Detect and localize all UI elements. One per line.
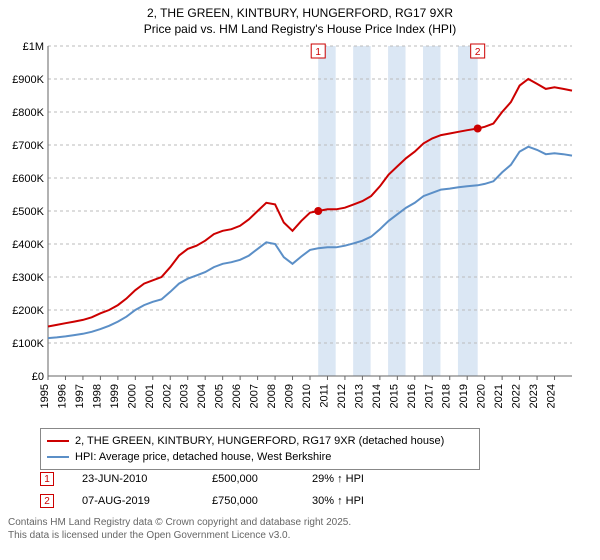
svg-text:2014: 2014 — [371, 384, 383, 408]
footer-line2: This data is licensed under the Open Gov… — [8, 529, 351, 542]
legend-swatch — [47, 456, 69, 458]
svg-text:2018: 2018 — [441, 384, 453, 408]
marker-id-box: 1 — [40, 472, 54, 486]
svg-text:£300K: £300K — [12, 272, 44, 284]
svg-text:2017: 2017 — [423, 384, 435, 408]
svg-text:2009: 2009 — [284, 384, 296, 408]
svg-text:2023: 2023 — [528, 384, 540, 408]
svg-text:1: 1 — [315, 47, 321, 58]
legend-label: HPI: Average price, detached house, West… — [75, 451, 331, 463]
legend-row: HPI: Average price, detached house, West… — [47, 449, 473, 465]
marker-pct: 29% ↑ HPI — [312, 473, 402, 485]
footer-line1: Contains HM Land Registry data © Crown c… — [8, 516, 351, 529]
svg-text:2016: 2016 — [406, 384, 418, 408]
svg-text:£600K: £600K — [12, 173, 44, 185]
svg-text:2010: 2010 — [301, 384, 313, 408]
svg-text:£1M: £1M — [23, 41, 44, 53]
svg-text:2007: 2007 — [249, 384, 261, 408]
chart-container: 2, THE GREEN, KINTBURY, HUNGERFORD, RG17… — [0, 0, 600, 560]
svg-text:2006: 2006 — [231, 384, 243, 408]
title-address: 2, THE GREEN, KINTBURY, HUNGERFORD, RG17… — [0, 6, 600, 20]
title-subtitle: Price paid vs. HM Land Registry's House … — [0, 22, 600, 36]
svg-text:2024: 2024 — [546, 384, 558, 408]
marker-row: 1 23-JUN-2010£500,00029% ↑ HPI — [40, 468, 402, 490]
svg-text:2019: 2019 — [458, 384, 470, 408]
svg-text:2015: 2015 — [388, 384, 400, 408]
svg-text:2002: 2002 — [161, 384, 173, 408]
footer-attribution: Contains HM Land Registry data © Crown c… — [8, 516, 351, 542]
svg-text:2005: 2005 — [214, 384, 226, 408]
svg-text:2: 2 — [475, 47, 481, 58]
legend-row: 2, THE GREEN, KINTBURY, HUNGERFORD, RG17… — [47, 433, 473, 449]
marker-date: 07-AUG-2019 — [82, 495, 212, 507]
svg-text:2011: 2011 — [318, 384, 330, 408]
marker-price: £750,000 — [212, 495, 312, 507]
svg-text:2013: 2013 — [353, 384, 365, 408]
svg-text:£100K: £100K — [12, 338, 44, 350]
svg-text:1997: 1997 — [74, 384, 86, 408]
marker-id-box: 2 — [40, 494, 54, 508]
svg-text:£400K: £400K — [12, 239, 44, 251]
svg-text:£700K: £700K — [12, 140, 44, 152]
svg-text:£800K: £800K — [12, 107, 44, 119]
svg-text:1998: 1998 — [91, 384, 103, 408]
chart-svg: £0 £100K £200K £300K £400K £500K £600K £700K £80… — [4, 40, 584, 420]
legend-label: 2, THE GREEN, KINTBURY, HUNGERFORD, RG17… — [75, 435, 444, 447]
svg-text:1995: 1995 — [39, 384, 51, 408]
svg-text:2008: 2008 — [266, 384, 278, 408]
svg-text:2012: 2012 — [336, 384, 348, 408]
svg-text:2003: 2003 — [179, 384, 191, 408]
svg-text:1996: 1996 — [56, 384, 68, 408]
svg-text:£0: £0 — [32, 371, 44, 383]
legend: 2, THE GREEN, KINTBURY, HUNGERFORD, RG17… — [40, 428, 480, 470]
svg-text:2001: 2001 — [144, 384, 156, 408]
marker-table: 1 23-JUN-2010£500,00029% ↑ HPI 2 07-AUG-201… — [40, 468, 402, 512]
svg-text:2000: 2000 — [126, 384, 138, 408]
svg-text:2021: 2021 — [493, 384, 505, 408]
svg-text:1999: 1999 — [109, 384, 121, 408]
marker-pct: 30% ↑ HPI — [312, 495, 402, 507]
svg-text:£900K: £900K — [12, 74, 44, 86]
chart-titles: 2, THE GREEN, KINTBURY, HUNGERFORD, RG17… — [0, 0, 600, 36]
marker-price: £500,000 — [212, 473, 312, 485]
svg-text:£200K: £200K — [12, 305, 44, 317]
svg-text:2020: 2020 — [476, 384, 488, 408]
marker-row: 2 07-AUG-2019£750,00030% ↑ HPI — [40, 490, 402, 512]
chart-area: £0 £100K £200K £300K £400K £500K £600K £700K £80… — [4, 40, 584, 420]
marker-date: 23-JUN-2010 — [82, 473, 212, 485]
svg-text:2004: 2004 — [196, 384, 208, 408]
svg-text:2022: 2022 — [511, 384, 523, 408]
legend-swatch — [47, 440, 69, 442]
svg-text:£500K: £500K — [12, 206, 44, 218]
